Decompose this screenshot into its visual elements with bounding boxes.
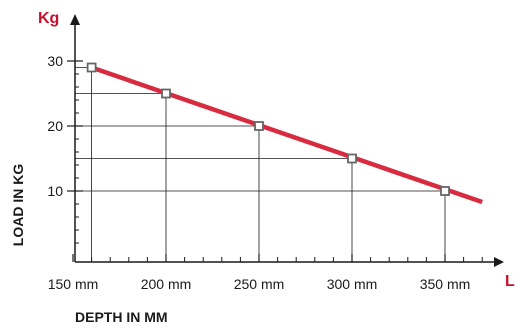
x-tick-label: 350 mm (420, 276, 471, 292)
x-tick-label: 150 mm (48, 276, 99, 292)
x-axis-arrow (494, 257, 504, 267)
x-tick-label: 250 mm (234, 276, 285, 292)
series-group (86, 62, 483, 205)
axis-ticks (67, 60, 483, 262)
series-line (90, 65, 483, 205)
axes (70, 14, 504, 267)
y-tick-label: 10 (47, 183, 63, 199)
x-tick-label: 200 mm (141, 276, 192, 292)
y-axis-label: LOAD IN KG (10, 164, 26, 247)
data-point-marker (86, 62, 97, 73)
x-tick-label: 300 mm (327, 276, 378, 292)
labels-group: Kg L LOAD IN KG DEPTH IN MM 150 mm 200 mm… (10, 10, 515, 325)
data-point-marker (347, 153, 357, 164)
guide-lines (75, 67, 446, 262)
y-tick-label: 20 (47, 118, 63, 134)
data-point-marker (440, 186, 450, 196)
data-point-marker (161, 88, 171, 99)
y-tick-label: 30 (47, 53, 63, 69)
y-axis-arrow (70, 14, 80, 25)
y-unit-label: Kg (38, 10, 59, 27)
x-axis-label: DEPTH IN MM (75, 309, 168, 325)
data-point-marker (254, 121, 264, 131)
x-unit-label: L (505, 273, 515, 290)
